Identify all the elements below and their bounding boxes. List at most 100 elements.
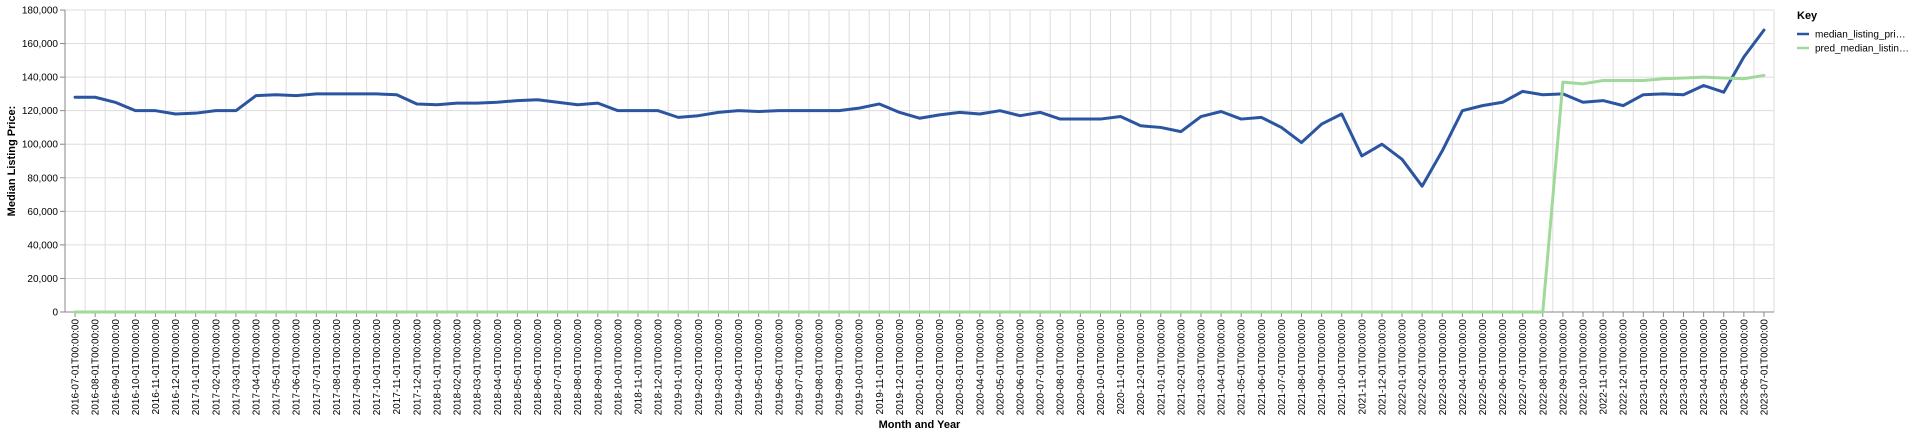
x-tick-label: 2020-01-01T00:00:00 — [915, 319, 926, 416]
x-tick-label: 2018-01-01T00:00:00 — [432, 319, 443, 416]
x-tick-label: 2018-12-01T00:00:00 — [654, 319, 665, 416]
y-tick-label: 140,000 — [22, 73, 59, 84]
x-tick-label: 2016-11-01T00:00:00 — [151, 319, 162, 415]
x-tick-label: 2019-05-01T00:00:00 — [754, 319, 765, 416]
x-tick-label: 2019-07-01T00:00:00 — [794, 319, 805, 416]
x-tick-label: 2018-03-01T00:00:00 — [473, 319, 484, 416]
x-tick-label: 2022-08-01T00:00:00 — [1538, 319, 1549, 416]
x-tick-label: 2017-09-01T00:00:00 — [352, 319, 363, 416]
y-tick-label: 20,000 — [27, 274, 58, 285]
x-tick-label: 2021-01-01T00:00:00 — [1156, 319, 1167, 416]
x-tick-label: 2023-02-01T00:00:00 — [1659, 319, 1670, 416]
x-tick-label: 2020-06-01T00:00:00 — [1016, 319, 1027, 416]
x-tick-label: 2019-08-01T00:00:00 — [814, 319, 825, 416]
x-tick-label: 2018-11-01T00:00:00 — [634, 319, 645, 415]
x-tick-label: 2018-05-01T00:00:00 — [513, 319, 524, 416]
x-tick-label: 2019-09-01T00:00:00 — [835, 319, 846, 416]
x-tick-label: 2016-10-01T00:00:00 — [131, 319, 142, 416]
x-tick-label: 2017-01-01T00:00:00 — [191, 319, 202, 416]
x-tick-label: 2022-10-01T00:00:00 — [1578, 319, 1589, 416]
y-axis-title: Median Listing Price: — [6, 106, 18, 217]
x-tick-label: 2019-06-01T00:00:00 — [774, 319, 785, 416]
x-tick-label: 2016-12-01T00:00:00 — [171, 319, 182, 416]
x-tick-label: 2019-11-01T00:00:00 — [875, 319, 886, 415]
x-tick-label: 2022-01-01T00:00:00 — [1398, 319, 1409, 416]
x-tick-label: 2018-10-01T00:00:00 — [613, 319, 624, 416]
x-tick-label: 2022-03-01T00:00:00 — [1438, 319, 1449, 416]
x-tick-label: 2020-04-01T00:00:00 — [975, 319, 986, 416]
x-tick-label: 2018-09-01T00:00:00 — [593, 319, 604, 416]
y-axis: 0 20,000 40,000 60,000 80,000 100,000 120,000 1… — [22, 6, 66, 319]
x-tick-label: 2017-06-01T00:00:00 — [292, 319, 303, 416]
x-tick-label: 2016-09-01T00:00:00 — [111, 319, 122, 416]
x-tick-label: 2020-02-01T00:00:00 — [935, 319, 946, 416]
x-tick-label: 2023-05-01T00:00:00 — [1719, 319, 1730, 416]
x-tick-label: 2023-07-01T00:00:00 — [1759, 319, 1770, 416]
x-tick-label: 2016-07-01T00:00:00 — [71, 319, 82, 416]
x-tick-label: 2017-08-01T00:00:00 — [332, 319, 343, 416]
y-tick-label: 120,000 — [22, 106, 59, 117]
x-axis: 2016-07-01T00:00:00 2016-08-01T00:00:00 20… — [65, 311, 1774, 416]
x-tick-label: 2020-03-01T00:00:00 — [955, 319, 966, 416]
x-tick-label: 2018-07-01T00:00:00 — [553, 319, 564, 416]
x-tick-label: 2017-02-01T00:00:00 — [211, 319, 222, 416]
x-tick-label: 2017-03-01T00:00:00 — [231, 319, 242, 416]
x-tick-label: 2023-03-01T00:00:00 — [1679, 319, 1690, 416]
grid-lines — [64, 9, 1775, 313]
x-tick-label: 2018-04-01T00:00:00 — [493, 319, 504, 416]
x-tick-label: 2022-09-01T00:00:00 — [1558, 319, 1569, 416]
x-tick-label: 2022-02-01T00:00:00 — [1418, 319, 1429, 416]
x-tick-label: 2019-10-01T00:00:00 — [855, 319, 866, 416]
x-tick-label: 2021-06-01T00:00:00 — [1257, 319, 1268, 416]
y-tick-label: 100,000 — [22, 140, 59, 151]
legend: Key median_listing_pri… pred_median_listi… — [1797, 10, 1909, 55]
x-tick-label: 2017-12-01T00:00:00 — [412, 319, 423, 416]
x-tick-label: 2022-04-01T00:00:00 — [1458, 319, 1469, 416]
x-tick-label: 2019-01-01T00:00:00 — [674, 319, 685, 416]
x-tick-label: 2017-10-01T00:00:00 — [372, 319, 383, 416]
x-tick-label: 2023-04-01T00:00:00 — [1699, 319, 1710, 416]
x-tick-label: 2019-04-01T00:00:00 — [734, 319, 745, 416]
x-tick-label: 2022-05-01T00:00:00 — [1478, 319, 1489, 416]
series-line-2 — [73, 73, 1766, 314]
x-tick-label: 2020-11-01T00:00:00 — [1116, 319, 1127, 415]
x-tick-label: 2017-04-01T00:00:00 — [252, 319, 263, 416]
x-tick-label: 2021-03-01T00:00:00 — [1196, 319, 1207, 416]
x-tick-label: 2020-05-01T00:00:00 — [995, 319, 1006, 416]
y-tick-label: 180,000 — [22, 6, 59, 17]
x-tick-label: 2023-01-01T00:00:00 — [1639, 319, 1650, 416]
series-layer — [73, 28, 1766, 314]
x-tick-label: 2020-12-01T00:00:00 — [1136, 319, 1147, 416]
x-tick-label: 2023-06-01T00:00:00 — [1739, 319, 1750, 416]
x-tick-label: 2019-02-01T00:00:00 — [694, 319, 705, 416]
x-tick-label: 2018-06-01T00:00:00 — [533, 319, 544, 416]
x-tick-label: 2020-09-01T00:00:00 — [1076, 319, 1087, 416]
x-tick-label: 2022-06-01T00:00:00 — [1498, 319, 1509, 416]
x-tick-label: 2021-09-01T00:00:00 — [1317, 319, 1328, 416]
x-tick-label: 2021-11-01T00:00:00 — [1357, 319, 1368, 415]
x-tick-label: 2020-07-01T00:00:00 — [1036, 319, 1047, 416]
legend-label-2: pred_median_listin… — [1815, 44, 1909, 55]
y-tick-label: 40,000 — [27, 240, 58, 251]
x-tick-label: 2021-07-01T00:00:00 — [1277, 319, 1288, 416]
legend-title: Key — [1797, 10, 1818, 22]
x-tick-label: 2018-08-01T00:00:00 — [573, 319, 584, 416]
x-tick-label: 2017-11-01T00:00:00 — [392, 319, 403, 415]
x-tick-label: 2016-08-01T00:00:00 — [91, 319, 102, 416]
x-axis-title: Month and Year — [879, 419, 961, 431]
x-tick-label: 2019-03-01T00:00:00 — [714, 319, 725, 416]
x-tick-label: 2021-05-01T00:00:00 — [1237, 319, 1248, 416]
x-tick-label: 2018-02-01T00:00:00 — [453, 319, 464, 416]
x-tick-label: 2021-10-01T00:00:00 — [1337, 319, 1348, 416]
x-tick-label: 2021-02-01T00:00:00 — [1176, 319, 1187, 416]
x-tick-label: 2022-11-01T00:00:00 — [1599, 319, 1610, 415]
legend-label-1: median_listing_pri… — [1815, 30, 1906, 41]
y-tick-label: 60,000 — [27, 207, 58, 218]
x-tick-label: 2017-07-01T00:00:00 — [312, 319, 323, 416]
y-tick-label: 80,000 — [27, 173, 58, 184]
x-tick-label: 2020-08-01T00:00:00 — [1056, 319, 1067, 416]
x-tick-label: 2019-12-01T00:00:00 — [895, 319, 906, 416]
y-tick-label: 160,000 — [22, 39, 59, 50]
x-tick-label: 2017-05-01T00:00:00 — [272, 319, 283, 416]
